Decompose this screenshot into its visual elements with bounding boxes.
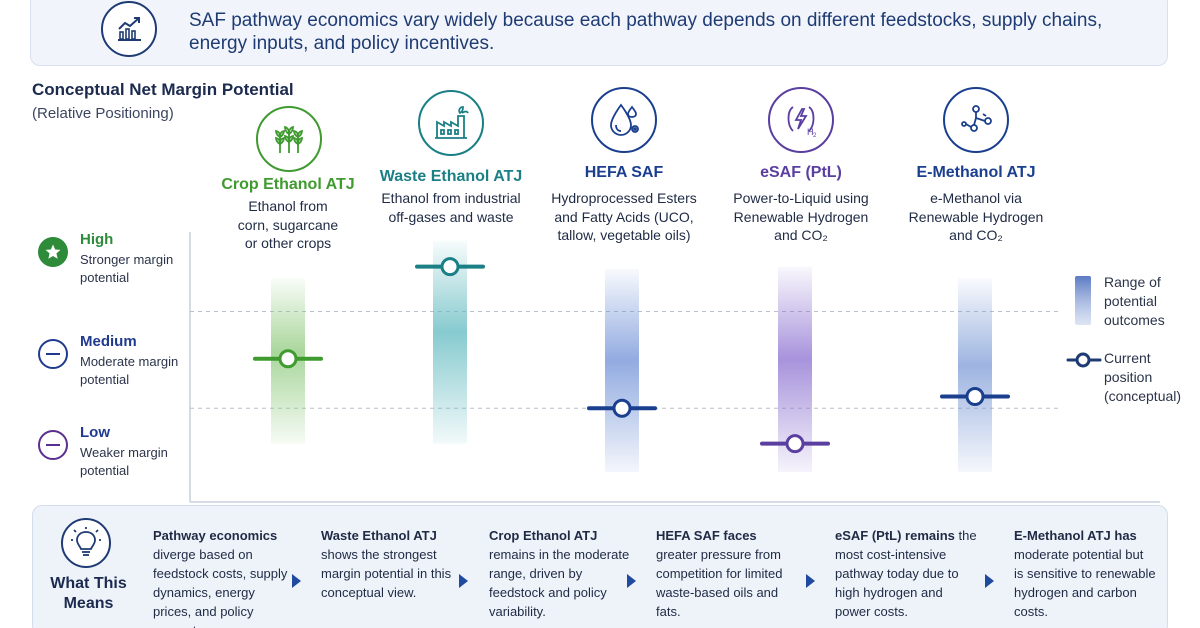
minus-circle-icon [38,430,68,460]
insight-item-2: Waste Ethanol ATJ shows the strongest ma… [321,528,452,600]
intro-text: SAF pathway economics vary widely becaus… [189,10,1103,54]
chevron-right-icon [292,574,301,588]
category-hefa-name: HEFA SAF [584,164,664,181]
star-icon [38,237,68,267]
insight-item-1: Pathway economics diverge based on feeds… [153,528,288,628]
category-emethanol-name: E-Methanol ATJ [916,164,1036,181]
intro-banner: SAF pathway economics vary widely becaus… [30,0,1168,66]
insight-item-3: Crop Ethanol ATJ remains in the moderate… [489,528,630,619]
molecule-icon [943,87,1009,153]
category-crop-ethanol-description: Ethanol from corn, sugarcane or other cr… [237,198,339,251]
category-crop-ethanol-name: Crop Ethanol ATJ [221,176,355,193]
chevron-right-icon [985,574,994,588]
svg-text:2: 2 [813,133,817,139]
chevron-right-icon [806,574,815,588]
current-position-dot [965,386,985,406]
current-marker-dot-icon [1075,352,1091,368]
level-medium-label: Medium [80,333,137,350]
legend-range-label: Range of potential outcomes [1104,274,1165,328]
crop-icon [256,106,322,172]
current-position-dot [440,257,460,277]
hydrogen-icon: H 2 [768,87,834,153]
chevron-right-icon [459,574,468,588]
level-high-description: Stronger margin potential [80,252,174,285]
legend-current-label: Current position (conceptual) [1104,350,1182,404]
category-waste-ethanol-name: Waste Ethanol ATJ [379,168,523,185]
range-bar [605,269,639,472]
insight-item-6: E-Methanol ATJ has moderate potential bu… [1014,528,1156,619]
trend-chart-icon [101,1,157,57]
insight-item-4: HEFA SAF faces greater pressure from com… [656,528,783,619]
current-position-dot [612,398,632,418]
category-waste-ethanol-description: Ethanol from industrial off-gases and wa… [381,190,521,225]
oil-drop-icon [591,87,657,153]
category-hefa-description: Hydroprocessed Esters and Fatty Acids (U… [551,190,697,243]
level-medium-description: Moderate margin potential [80,354,179,387]
factory-icon [418,90,484,156]
range-bar [958,278,992,472]
insight-item-5: eSAF (PtL) remains the most cost-intensi… [835,528,977,619]
chart-title: Conceptual Net Margin Potential [32,80,294,99]
category-esaf-name: eSAF (PtL) [760,164,842,181]
what-this-means-title: What This Means [50,575,127,612]
level-high-label: High [80,231,114,248]
current-position-dot [785,434,805,454]
what-this-means-panel: What This Means Pathway economics diverg… [32,505,1168,628]
category-emethanol-description: e-Methanol via Renewable Hydrogen and CO… [908,190,1044,243]
chart-subtitle: (Relative Positioning) [32,105,174,122]
lightbulb-icon [61,518,111,568]
level-low-description: Weaker margin potential [80,445,168,478]
current-position-dot [278,349,298,369]
range-bar-icon [1075,276,1091,325]
chevron-right-icon [627,574,636,588]
minus-circle-icon [38,339,68,369]
level-low-label: Low [80,424,110,441]
category-esaf-description: Power-to-Liquid using Renewable Hydrogen… [733,190,869,243]
svg-text:H: H [807,127,814,137]
